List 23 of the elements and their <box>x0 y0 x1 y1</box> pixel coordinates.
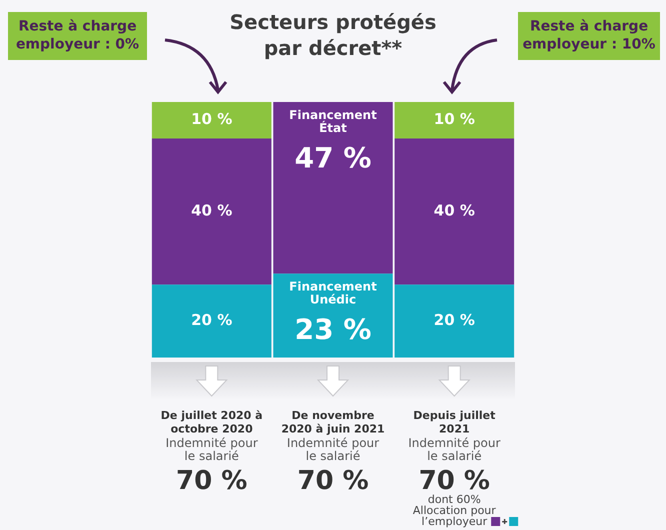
text: 70 % <box>297 466 369 496</box>
data-label: 47 % <box>294 141 372 174</box>
series-label: Financement Unédic <box>289 280 378 307</box>
text: Reste à charge employeur : 0% <box>16 18 140 53</box>
bar <box>394 102 514 139</box>
text: 70 % <box>176 466 248 496</box>
chart-title: Secteurs protégés par décret** <box>230 10 436 60</box>
text: Indemnité pour le salarié <box>166 436 258 464</box>
x-tick-label: De novembre 2020 à juin 2021 <box>281 409 385 436</box>
x-tick-label: De juillet 2020 à octobre 2020 <box>160 409 263 436</box>
data-label: 40 % <box>434 201 475 220</box>
text: Reste à charge employeur : 10% <box>522 18 656 53</box>
data-label: 10 % <box>191 110 232 128</box>
data-label: 40 % <box>191 201 232 220</box>
data-label: 20 % <box>434 310 475 329</box>
data-label: 10 % <box>434 110 475 128</box>
series-label: Financement État <box>289 108 378 136</box>
x-tick-label: Depuis juillet 2021 <box>413 409 496 436</box>
bar <box>152 102 272 139</box>
data-label: 20 % <box>191 310 232 329</box>
text: Indemnité pour le salarié <box>408 436 500 464</box>
data-label: 23 % <box>294 312 372 346</box>
text: Indemnité pour le salarié <box>286 436 380 464</box>
